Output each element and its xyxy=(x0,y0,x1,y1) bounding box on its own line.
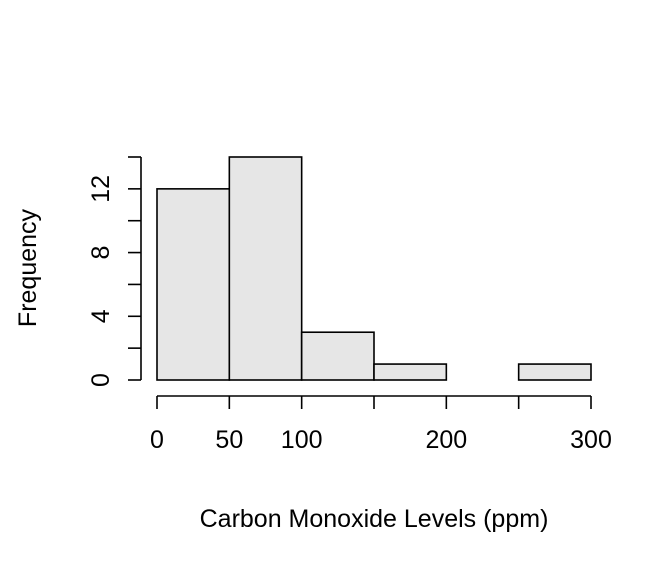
x-tick-label-200: 200 xyxy=(425,426,467,454)
x-axis: 0 50 100 200 300 xyxy=(150,395,612,454)
x-tick-label-300: 300 xyxy=(570,426,612,454)
histogram-bar-0-50 xyxy=(156,188,231,381)
histogram-bar-100-150 xyxy=(300,331,375,381)
y-axis: 0 4 8 12 xyxy=(87,156,142,387)
x-tick-label-0: 0 xyxy=(150,426,164,454)
x-tick-label-100: 100 xyxy=(281,426,323,454)
y-axis-title: Frequency xyxy=(14,208,42,327)
bars-group xyxy=(156,156,592,381)
y-tick-label-4: 4 xyxy=(87,309,115,323)
x-axis-title: Carbon Monoxide Levels (ppm) xyxy=(200,505,549,533)
y-tick-label-12: 12 xyxy=(87,175,115,203)
y-tick-label-0: 0 xyxy=(87,373,115,387)
histogram-bar-250-300 xyxy=(517,363,592,381)
x-tick-label-50: 50 xyxy=(215,426,243,454)
y-tick-label-8: 8 xyxy=(87,246,115,260)
histogram-bar-150-200 xyxy=(373,363,448,381)
histogram-bar-50-100 xyxy=(228,156,303,381)
